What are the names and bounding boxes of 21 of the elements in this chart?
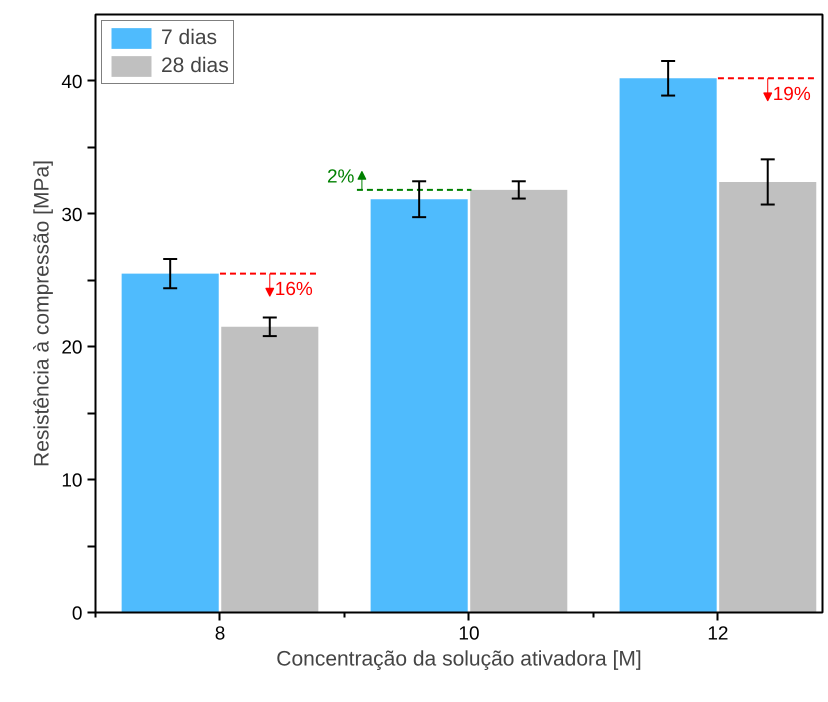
y-tick-label: 30 xyxy=(61,204,83,226)
legend-label: 7 dias xyxy=(161,26,218,50)
y-tick-label: 10 xyxy=(61,470,83,492)
bar xyxy=(470,190,568,612)
y-tick-label: 20 xyxy=(61,338,83,359)
legend-label: 28 dias xyxy=(161,54,229,78)
annotation: 16% xyxy=(274,279,313,300)
bar xyxy=(620,78,717,612)
x-tick-label: 8 xyxy=(214,624,226,644)
bar xyxy=(370,199,468,612)
y-axis-title: Resistência à compressão [MPa] xyxy=(30,160,54,467)
bar xyxy=(719,182,816,612)
x-axis-title: Concentração da solução ativadora [M] xyxy=(276,648,642,670)
y-tick-label: 0 xyxy=(72,604,83,624)
annotation: 2% xyxy=(326,166,355,188)
x-tick-label: 12 xyxy=(707,624,729,644)
x-tick-label: 10 xyxy=(458,624,480,644)
bar xyxy=(221,326,318,612)
bar xyxy=(122,274,219,612)
annotation: 19% xyxy=(772,84,811,105)
y-tick-label: 40 xyxy=(61,72,83,93)
